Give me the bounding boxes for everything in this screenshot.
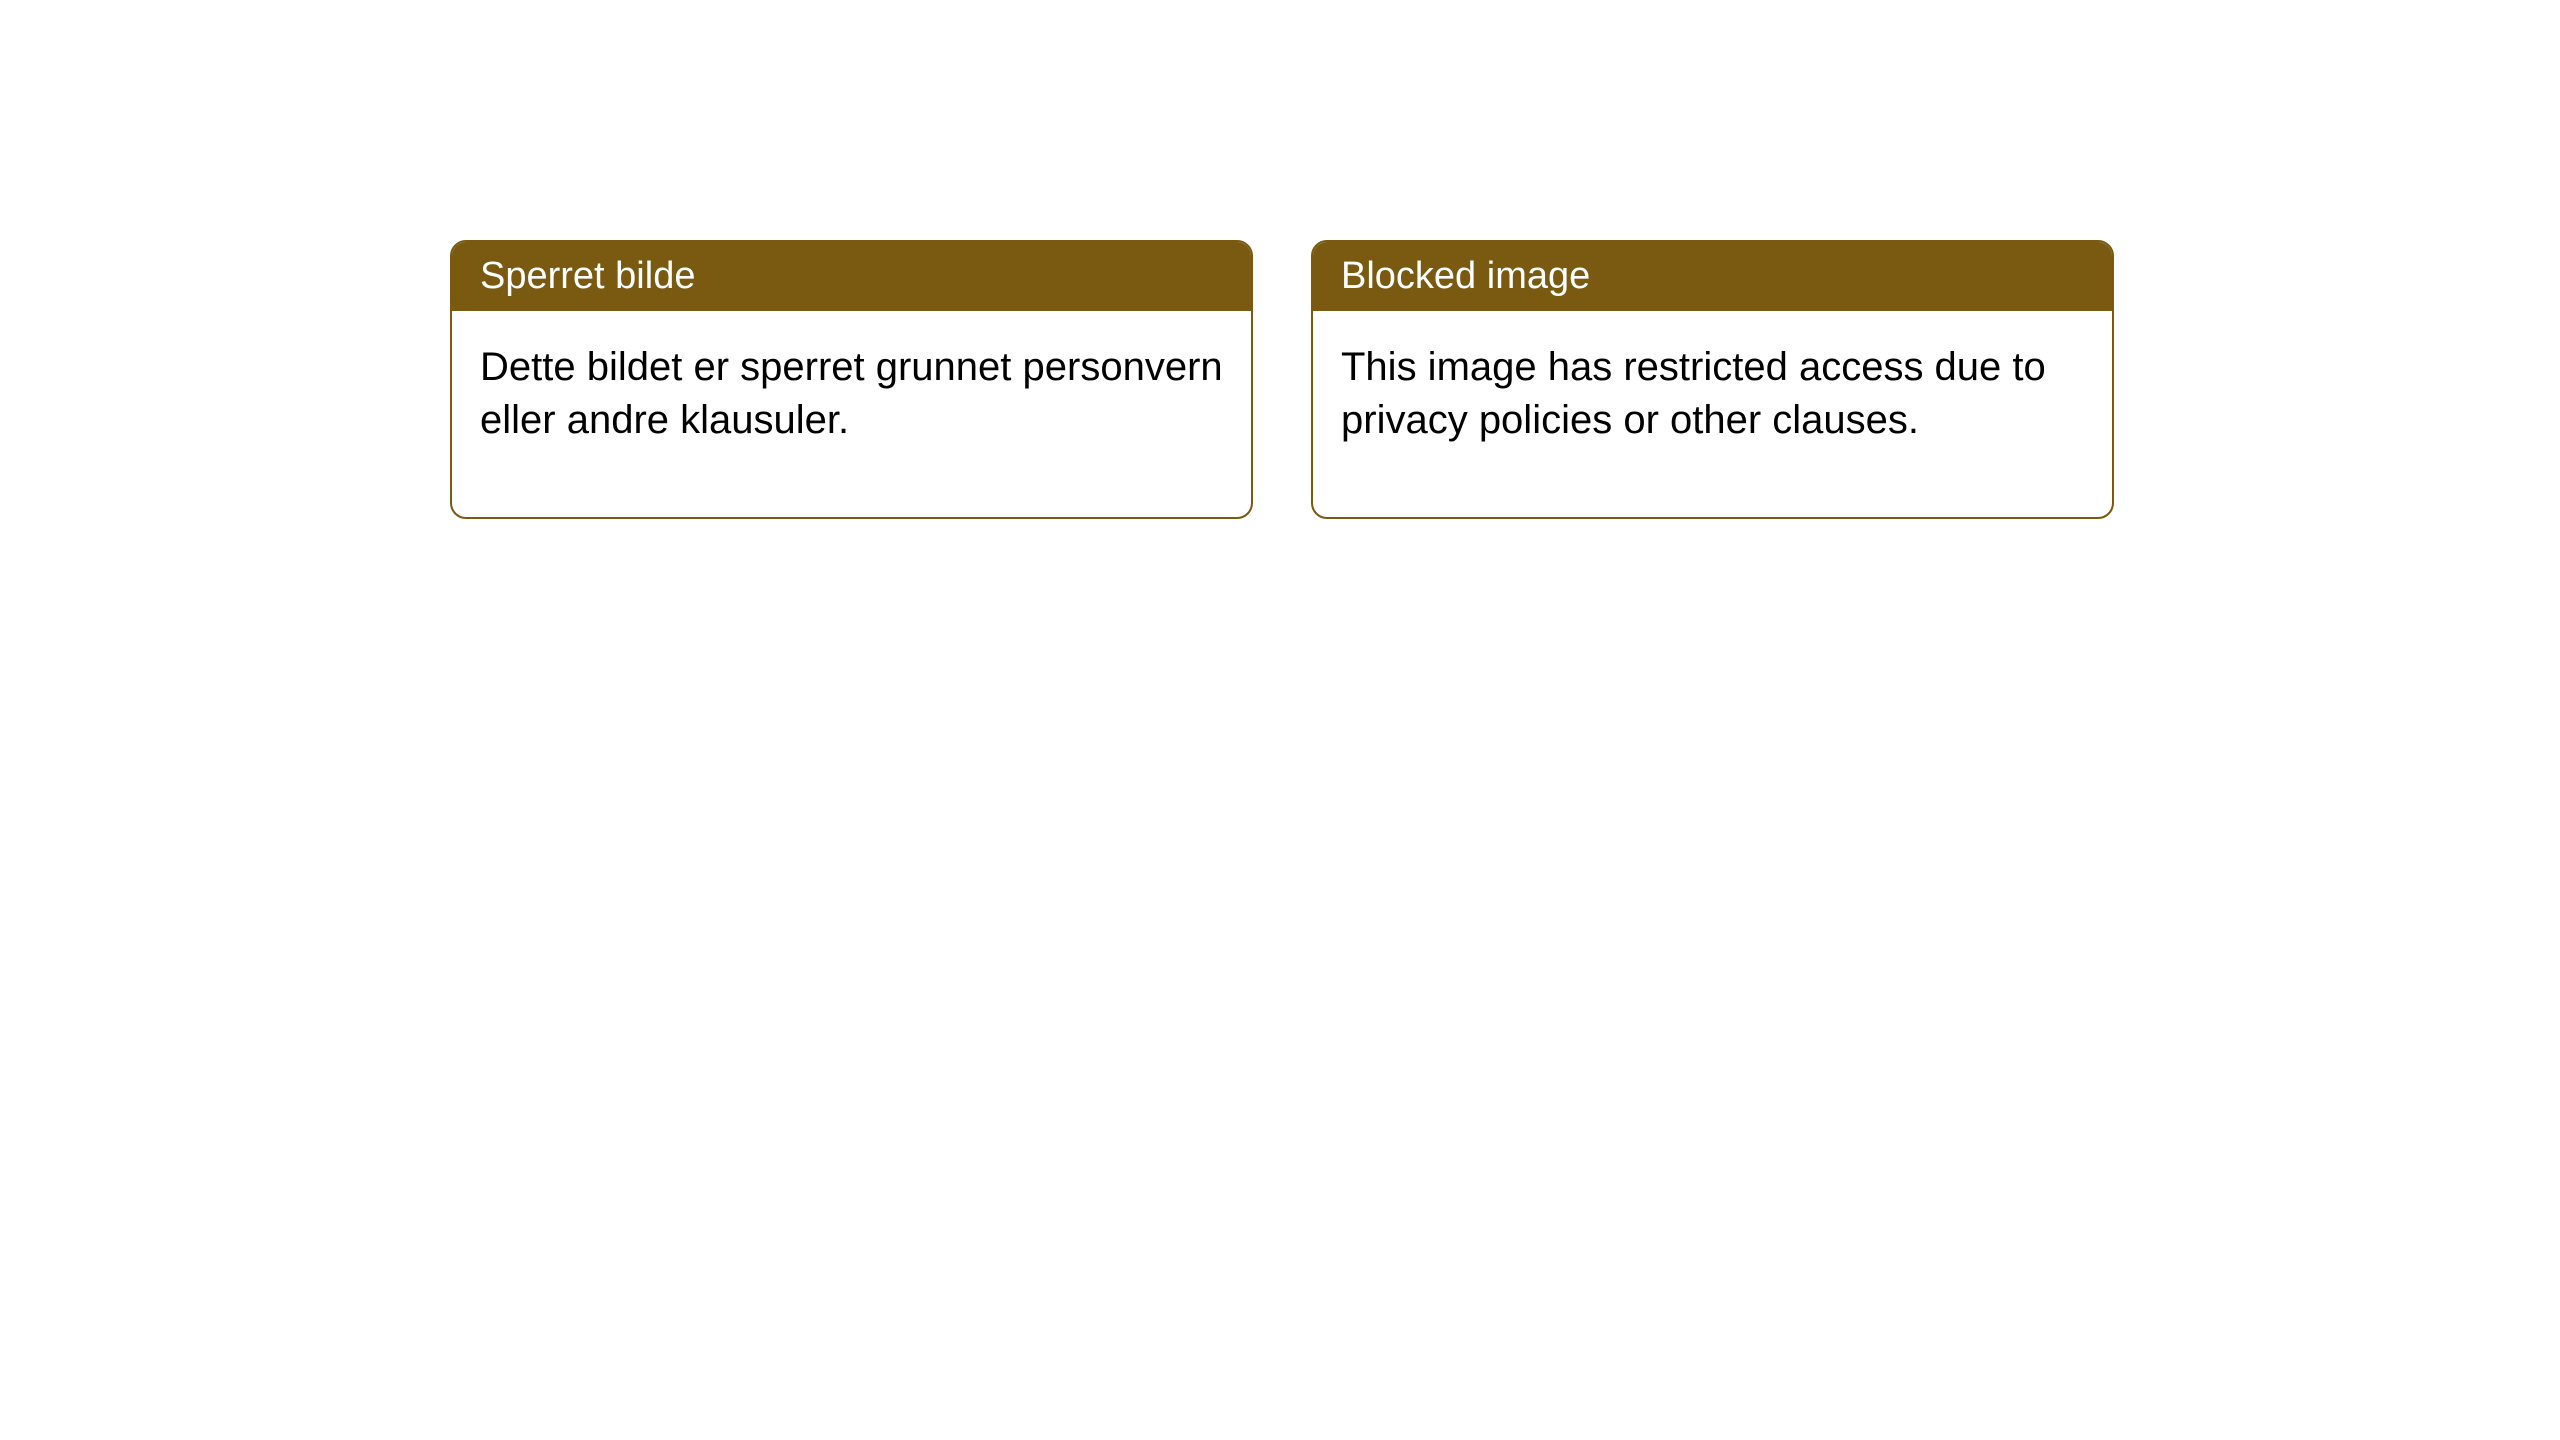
card-body-text: This image has restricted access due to … [1341, 345, 2046, 442]
card-body: This image has restricted access due to … [1313, 311, 2112, 517]
card-body-text: Dette bildet er sperret grunnet personve… [480, 345, 1223, 442]
card-title: Sperret bilde [480, 255, 695, 297]
notice-container: Sperret bilde Dette bildet er sperret gr… [0, 0, 2560, 519]
notice-card-norwegian: Sperret bilde Dette bildet er sperret gr… [450, 240, 1253, 519]
card-title: Blocked image [1341, 255, 1590, 297]
card-body: Dette bildet er sperret grunnet personve… [452, 311, 1251, 517]
notice-card-english: Blocked image This image has restricted … [1311, 240, 2114, 519]
card-header: Blocked image [1313, 242, 2112, 311]
card-header: Sperret bilde [452, 242, 1251, 311]
